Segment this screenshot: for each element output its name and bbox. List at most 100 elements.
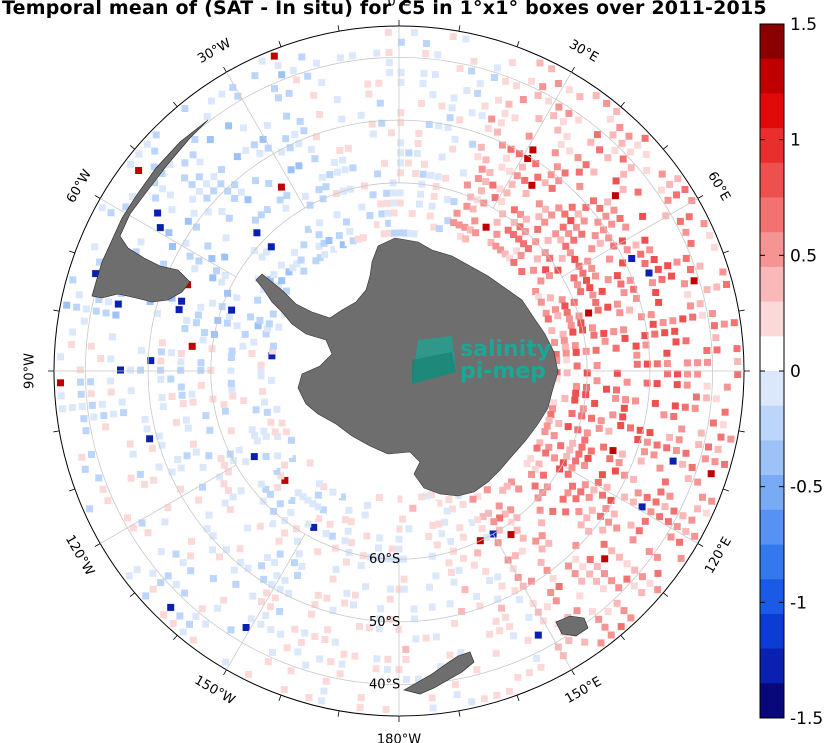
grid-cell	[656, 464, 664, 472]
grid-cell	[274, 433, 282, 441]
grid-cell	[203, 180, 210, 188]
grid-cell	[232, 580, 240, 588]
grid-cell	[691, 532, 699, 540]
grid-cell	[250, 517, 258, 525]
grid-cell	[346, 227, 354, 235]
grid-cell	[236, 545, 244, 553]
grid-cell	[503, 154, 510, 162]
tick-mark	[337, 710, 340, 717]
grid-cell	[311, 633, 319, 640]
grid-cell	[628, 255, 636, 262]
grid-cell	[205, 452, 213, 460]
grid-cell	[201, 329, 209, 336]
grid-cell	[152, 131, 160, 139]
grid-cell	[283, 644, 291, 652]
grid-cell	[535, 213, 543, 221]
grid-cell	[162, 215, 170, 222]
grid-cell	[381, 159, 388, 167]
grid-cell	[257, 620, 265, 628]
grid-cell	[271, 85, 278, 93]
grid-cell	[545, 97, 553, 105]
grid-cell	[298, 516, 306, 524]
grid-cell	[188, 537, 195, 545]
grid-cell	[455, 221, 463, 229]
grid-cell	[619, 259, 627, 267]
grid-cell	[581, 481, 589, 489]
grid-cell	[493, 218, 501, 226]
grid-cell	[411, 524, 419, 532]
grid-cell	[195, 173, 203, 181]
grid-cell	[613, 108, 621, 115]
grid-cell	[592, 272, 599, 280]
grid-cell	[267, 376, 275, 384]
grid-cell	[634, 489, 642, 497]
grid-cell	[397, 159, 404, 167]
grid-cell	[532, 288, 540, 295]
grid-cell	[141, 480, 149, 488]
grid-cell	[318, 173, 326, 181]
grid-cell	[451, 619, 458, 627]
grid-cell	[711, 458, 719, 466]
grid-cell	[310, 674, 318, 682]
grid-cell	[386, 89, 394, 97]
grid-cell	[314, 548, 322, 556]
tick-mark	[129, 145, 135, 150]
grid-cell	[522, 215, 530, 223]
grid-cell	[456, 116, 464, 124]
grid-cell	[300, 127, 308, 135]
grid-cell	[164, 504, 172, 512]
grid-cell	[217, 455, 225, 462]
grid-cell	[433, 541, 441, 549]
latitude-labels: 60°S50°S40°S	[369, 552, 400, 692]
grid-cell	[615, 459, 623, 467]
grid-cell	[137, 366, 145, 374]
grid-cell	[590, 168, 598, 176]
grid-cell	[416, 200, 423, 208]
grid-cell	[77, 378, 84, 386]
tick-mark	[278, 41, 282, 47]
grid-cell	[463, 202, 471, 210]
grid-cell	[377, 605, 385, 613]
grid-cell	[227, 354, 235, 361]
grid-cell	[202, 288, 210, 296]
grid-cell	[390, 495, 398, 503]
meridian-line	[492, 72, 572, 209]
grid-cell	[579, 269, 587, 277]
grid-cell	[670, 413, 678, 420]
grid-cell	[609, 447, 617, 455]
grid-cell	[258, 270, 266, 278]
grid-cell	[542, 205, 550, 213]
grid-cell	[165, 229, 173, 237]
grid-cell	[630, 285, 638, 293]
grid-cell	[613, 599, 621, 607]
grid-cell	[603, 99, 611, 107]
grid-cell	[575, 168, 583, 176]
grid-cell	[233, 153, 241, 161]
grid-cell	[197, 517, 205, 525]
grid-cell	[623, 560, 631, 568]
grid-cell	[527, 455, 535, 462]
grid-cell	[194, 311, 202, 319]
grid-cell	[315, 515, 322, 523]
grid-cell	[262, 612, 270, 619]
grid-cell	[125, 572, 133, 580]
grid-cell	[696, 262, 704, 270]
grid-cell	[233, 293, 241, 301]
grid-cell	[227, 379, 235, 387]
grid-cell	[329, 575, 337, 583]
grid-cell	[519, 163, 526, 171]
grid-cell	[441, 518, 449, 526]
grid-cell	[371, 150, 379, 158]
grid-cell	[269, 347, 277, 355]
grid-cell	[141, 415, 149, 423]
grid-cell	[551, 149, 559, 157]
grid-cell	[435, 225, 443, 233]
grid-cell	[413, 150, 421, 157]
grid-cell	[673, 523, 681, 530]
grid-cell	[538, 532, 546, 540]
grid-cell	[282, 135, 290, 143]
grid-cell	[244, 564, 252, 572]
tick-mark	[738, 430, 745, 433]
grid-cell	[347, 518, 355, 526]
